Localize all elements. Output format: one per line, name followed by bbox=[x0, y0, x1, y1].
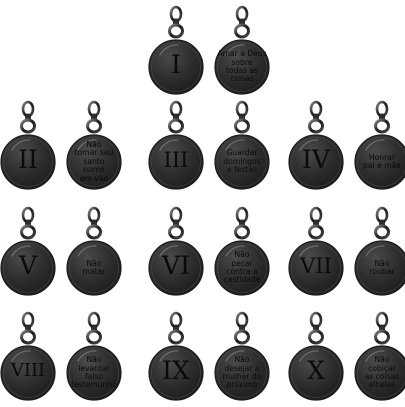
jump-ring bbox=[22, 226, 35, 238]
text-pendant-2: Não tomar seu santo nome em vão bbox=[66, 100, 122, 196]
commandment-text: Não levantar falso testemunho bbox=[68, 346, 120, 400]
jump-ring bbox=[376, 226, 389, 238]
numeral-pendant-6: VI bbox=[148, 206, 204, 302]
roman-numeral: VII bbox=[288, 250, 344, 282]
numeral-pendant-8: VIII bbox=[0, 311, 56, 407]
roman-numeral: I bbox=[148, 49, 204, 81]
numeral-pendant-5: V bbox=[0, 206, 56, 302]
jump-ring bbox=[236, 226, 249, 238]
commandment-text: Não matar bbox=[68, 241, 120, 295]
numeral-pendant-4: IV bbox=[288, 100, 344, 196]
roman-numeral: IV bbox=[288, 144, 344, 176]
jump-ring bbox=[22, 331, 35, 343]
roman-numeral: X bbox=[288, 355, 344, 387]
jump-ring bbox=[170, 226, 183, 238]
commandment-text: Não desejar a mulher do próximo bbox=[216, 346, 268, 400]
text-pendant-5: Não matar bbox=[66, 206, 122, 302]
numeral-pendant-2: II bbox=[0, 100, 56, 196]
text-pendant-4: Honrar pai e mãe bbox=[354, 100, 405, 196]
jump-ring bbox=[310, 226, 323, 238]
commandment-text: Amar a Deus sobre todas as coisas bbox=[216, 40, 268, 94]
jump-ring bbox=[22, 120, 35, 132]
roman-numeral: V bbox=[0, 250, 56, 282]
pendant-pair-9: IX Não desejar a mulher do próximo bbox=[146, 311, 274, 407]
text-pendant-7: Não roubar bbox=[354, 206, 405, 302]
jump-ring bbox=[170, 120, 183, 132]
pendant-pair-8: VIII Não levantar falso testemunho bbox=[0, 311, 126, 407]
roman-numeral: VI bbox=[148, 250, 204, 282]
numeral-pendant-3: III bbox=[148, 100, 204, 196]
jump-ring bbox=[376, 120, 389, 132]
jump-ring bbox=[376, 331, 389, 343]
pendant-pair-6: VI Não pecar contra a castidade bbox=[146, 206, 274, 302]
pendant-pair-10: X Não cobiçar as coisas alhelas bbox=[286, 311, 405, 407]
pendant-pair-1: I Amar a Deus sobre todas as coisas bbox=[146, 5, 274, 101]
numeral-pendant-1: I bbox=[148, 5, 204, 101]
numeral-pendant-7: VII bbox=[288, 206, 344, 302]
roman-numeral: VIII bbox=[0, 355, 56, 387]
jump-ring bbox=[88, 331, 101, 343]
jump-ring bbox=[310, 120, 323, 132]
numeral-pendant-9: IX bbox=[148, 311, 204, 407]
jump-ring bbox=[170, 331, 183, 343]
text-pendant-1: Amar a Deus sobre todas as coisas bbox=[214, 5, 270, 101]
commandment-text: Não cobiçar as coisas alhelas bbox=[356, 346, 405, 400]
jump-ring bbox=[236, 25, 249, 37]
text-pendant-9: Não desejar a mulher do próximo bbox=[214, 311, 270, 407]
commandment-text: Honrar pai e mãe bbox=[356, 135, 405, 189]
jump-ring bbox=[236, 331, 249, 343]
commandment-text: Guardar domingos e festas bbox=[216, 135, 268, 189]
commandment-text: Não pecar contra a castidade bbox=[216, 241, 268, 295]
roman-numeral: IX bbox=[148, 355, 204, 387]
text-pendant-6: Não pecar contra a castidade bbox=[214, 206, 270, 302]
pendant-pair-5: V Não matar bbox=[0, 206, 126, 302]
roman-numeral: II bbox=[0, 144, 56, 176]
jump-ring bbox=[88, 226, 101, 238]
pendant-pair-3: III Guardar domingos e festas bbox=[146, 100, 274, 196]
commandment-text: Não tomar seu santo nome em vão bbox=[68, 135, 120, 189]
jump-ring bbox=[88, 120, 101, 132]
pendant-pair-7: VII Não roubar bbox=[286, 206, 405, 302]
commandment-text: Não roubar bbox=[356, 241, 405, 295]
pendant-pair-4: IV Honrar pai e mãe bbox=[286, 100, 405, 196]
text-pendant-10: Não cobiçar as coisas alhelas bbox=[354, 311, 405, 407]
jump-ring bbox=[310, 331, 323, 343]
jump-ring bbox=[170, 25, 183, 37]
pendant-pair-2: II Não tomar seu santo nome em vão bbox=[0, 100, 126, 196]
jump-ring bbox=[236, 120, 249, 132]
text-pendant-8: Não levantar falso testemunho bbox=[66, 311, 122, 407]
roman-numeral: III bbox=[148, 144, 204, 176]
text-pendant-3: Guardar domingos e festas bbox=[214, 100, 270, 196]
numeral-pendant-10: X bbox=[288, 311, 344, 407]
